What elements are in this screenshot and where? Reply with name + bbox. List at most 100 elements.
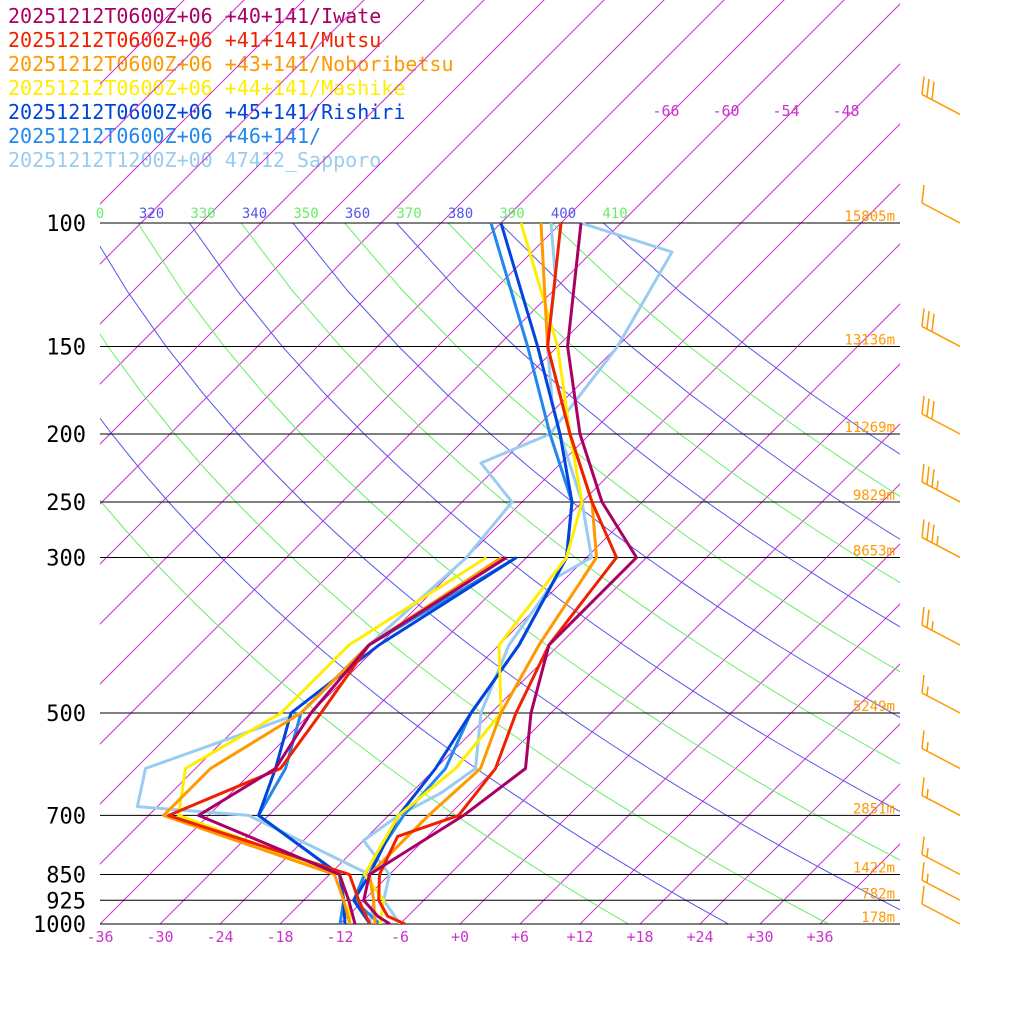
mixing-ratio-label: -60 — [712, 102, 739, 120]
isotherm-line — [399, 423, 900, 924]
wind-barb-flag — [926, 398, 930, 417]
pressure-label: 250 — [46, 491, 86, 516]
isotherm-line — [159, 183, 900, 924]
temp-tick-label: -6 — [391, 928, 409, 946]
legend-item: 20251212T0600Z+06 +41+141/Mutsu — [8, 28, 382, 52]
wind-barb-flag — [926, 466, 930, 485]
wind-barb-staff — [921, 413, 961, 435]
isotherm-line — [519, 543, 900, 924]
isotherm-line — [339, 363, 900, 924]
temperature-line — [362, 222, 638, 924]
theta-e-label: 390 — [499, 206, 524, 222]
isotherm-line — [100, 0, 365, 265]
mixing-ratio-label: -66 — [652, 102, 679, 120]
wind-barb-staff — [921, 481, 961, 503]
isotherm-line — [100, 0, 425, 325]
isotherm-line — [100, 0, 785, 685]
adiabat-curve — [100, 245, 900, 911]
isotherm-line — [100, 0, 185, 85]
adiabat-curve — [499, 222, 900, 540]
pressure-label: 850 — [46, 864, 86, 889]
wind-barb-flag — [926, 742, 929, 752]
wind-barb-staff — [921, 624, 961, 646]
wind-barb-flag — [926, 873, 929, 883]
temperature-line — [377, 222, 618, 924]
wind-barb — [921, 463, 961, 503]
height-label: 1422m — [853, 861, 895, 877]
theta-e-label: 340 — [242, 206, 267, 222]
wind-barb-staff — [921, 879, 961, 901]
theta-e-label: 320 — [139, 206, 164, 222]
isotherm-line — [100, 63, 900, 865]
temp-tick-label: +36 — [806, 928, 833, 946]
wind-barb-flag — [931, 469, 935, 488]
isotherm-line — [100, 0, 725, 625]
legend-item: 20251212T0600Z+06 +43+141/Noboribetsu — [8, 52, 454, 76]
mixing-ratio-label: -48 — [832, 102, 859, 120]
wind-barb-flag — [921, 777, 925, 796]
isotherm-line — [639, 663, 900, 924]
isotherm-line — [699, 723, 900, 924]
wind-barb — [921, 885, 961, 925]
isotherm-line — [100, 0, 845, 745]
height-label: 15805m — [844, 209, 895, 225]
theta-e-label: 350 — [293, 206, 318, 222]
temp-tick-label: +6 — [511, 928, 529, 946]
wind-barb-flag — [926, 788, 929, 799]
pressure-label: 100 — [46, 212, 86, 237]
temp-tick-label: -30 — [146, 928, 173, 946]
wind-barb-staff — [921, 794, 961, 817]
wind-barb — [921, 519, 961, 559]
isotherm-line — [100, 0, 305, 205]
wind-barb-flag — [926, 848, 929, 858]
pressure-label: 300 — [46, 546, 86, 571]
wind-barb-flag — [926, 521, 930, 541]
theta-e-label: 410 — [602, 206, 627, 222]
legend-item: 20251212T0600Z+06 +46+141/ — [8, 124, 322, 148]
temp-tick-label: -12 — [326, 928, 353, 946]
height-label: 9829m — [853, 488, 895, 504]
wind-barb — [921, 308, 961, 348]
pressure-label: 500 — [46, 702, 86, 727]
theta-e-label: 330 — [190, 206, 215, 222]
height-label: 8653m — [853, 543, 895, 559]
isotherm-line — [100, 0, 485, 385]
height-label: 2851m — [853, 801, 895, 817]
legend-item: 20251212T0600Z+06 +40+141/Iwate — [8, 4, 382, 28]
legend-item: 20251212T1200Z+00 47412_Sapporo — [8, 148, 382, 172]
wind-barb — [921, 674, 961, 714]
wind-barb-staff — [921, 93, 961, 116]
wind-barb-flag — [921, 308, 925, 327]
isotherm-line — [100, 0, 245, 145]
dewpoint-line — [197, 556, 508, 924]
isotherm-line — [819, 843, 900, 924]
pressure-label: 200 — [46, 423, 86, 448]
pressure-label: 150 — [46, 335, 86, 360]
wind-barb-flag — [921, 395, 925, 415]
adiabat-curve — [447, 222, 900, 584]
height-label: 178m — [861, 910, 895, 926]
isotherm-line — [100, 3, 900, 805]
mixing-ratio-label: -54 — [772, 102, 799, 120]
isotherm-line — [759, 783, 900, 924]
height-label: 13136m — [844, 332, 895, 348]
dewpoint-line — [135, 221, 674, 924]
wind-barb-flag — [926, 686, 929, 696]
isotherm-line — [100, 123, 900, 924]
wind-barb-flag — [921, 76, 925, 95]
wind-barb — [921, 606, 961, 646]
adiabat-curve — [188, 222, 900, 812]
wind-barb — [921, 836, 961, 876]
wind-barb-flag — [921, 606, 925, 626]
wind-barb-flag — [926, 609, 930, 628]
temp-tick-label: -24 — [206, 928, 233, 946]
theta-e-label: 370 — [396, 206, 421, 222]
wind-barb-flag — [931, 524, 935, 543]
wind-barb-flag — [921, 463, 925, 483]
pressure-label: 700 — [46, 804, 86, 829]
wind-barb-flag — [921, 730, 925, 749]
wind-barb-staff — [921, 536, 961, 559]
wind-barb-flag — [931, 401, 935, 420]
temp-tick-label: +0 — [451, 928, 469, 946]
temp-tick-label: -36 — [86, 928, 113, 946]
